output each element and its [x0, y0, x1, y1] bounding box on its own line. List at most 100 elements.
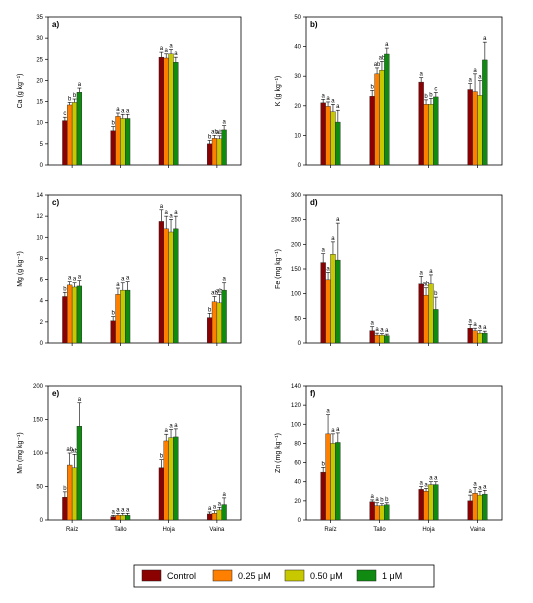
panel-label: e)	[52, 389, 59, 398]
y-tick-label: 6	[40, 278, 44, 284]
bar	[168, 231, 174, 344]
bar	[320, 262, 326, 344]
significance-letter: a	[68, 276, 72, 282]
bar	[467, 328, 473, 344]
legend-swatch	[356, 569, 377, 582]
bar	[379, 70, 385, 166]
significance-letter: a	[473, 481, 477, 487]
y-tick-label: 250	[291, 218, 302, 224]
panel-label: d)	[310, 198, 318, 207]
bar	[330, 111, 336, 166]
bar	[62, 296, 68, 344]
bar	[124, 118, 131, 166]
bar	[433, 309, 439, 344]
y-tick-label: 15	[36, 100, 43, 106]
bar	[62, 497, 68, 521]
significance-letter: b	[111, 311, 115, 317]
bar	[330, 253, 336, 344]
bar	[482, 493, 488, 521]
bar	[423, 491, 429, 521]
significance-letter: b	[424, 94, 428, 100]
y-tick-label: 30	[36, 36, 43, 42]
legend-label: 0.50 μM	[310, 571, 343, 581]
y-tick-label: 40	[294, 480, 301, 486]
significance-letter: a	[468, 78, 472, 84]
bar	[120, 118, 126, 166]
x-tick-label: Hoja	[162, 527, 175, 533]
bar	[207, 317, 213, 344]
significance-letter: ab	[211, 290, 218, 296]
y-tick-label: 100	[291, 292, 302, 298]
significance-letter: b	[111, 121, 115, 127]
bar	[433, 96, 439, 166]
x-tick-label: Hoja	[422, 527, 435, 533]
significance-letter: a	[126, 276, 130, 282]
y-tick-label: 50	[294, 316, 301, 322]
significance-letter: b	[63, 286, 67, 292]
bar	[325, 279, 331, 344]
bar	[428, 283, 434, 344]
bar	[221, 129, 227, 166]
bar	[374, 73, 380, 166]
significance-letter: b	[208, 307, 212, 313]
significance-letter: ab	[216, 130, 223, 136]
y-tick-label: 300	[291, 193, 302, 199]
bar	[335, 121, 341, 166]
significance-letter: a	[222, 120, 226, 126]
significance-letter: a	[174, 51, 178, 57]
y-tick-label: 150	[291, 267, 302, 273]
significance-letter: a	[429, 476, 433, 482]
bar	[320, 102, 326, 166]
bar	[163, 57, 169, 166]
legend: Control 0.25 μM 0.50 μM 1 μM	[133, 564, 435, 588]
bar	[384, 504, 390, 521]
bar	[325, 106, 331, 166]
bar	[384, 53, 390, 166]
significance-letter: a	[419, 481, 423, 487]
significance-letter: a	[326, 96, 330, 102]
y-tick-label: 80	[294, 441, 301, 447]
significance-letter: a	[73, 277, 77, 283]
y-tick-label: 0	[40, 341, 44, 347]
bar	[433, 484, 439, 521]
significance-letter: a	[165, 48, 169, 54]
bar	[110, 130, 116, 166]
bar	[211, 138, 218, 166]
bar	[374, 505, 380, 521]
panel-label: f)	[310, 389, 316, 398]
bar	[467, 89, 473, 166]
bar	[115, 116, 121, 166]
significance-letter: a	[385, 42, 389, 48]
significance-letter: a	[169, 424, 173, 430]
bar	[71, 467, 78, 521]
significance-letter: a	[116, 107, 120, 113]
y-tick-label: 100	[33, 451, 44, 457]
bar	[115, 294, 121, 344]
bar	[369, 96, 375, 166]
bar	[330, 443, 336, 521]
plot-frame	[47, 16, 242, 166]
y-tick-label: 150	[33, 418, 44, 424]
x-tick-label: Tallo	[373, 527, 386, 533]
significance-letter: a	[336, 104, 340, 110]
significance-letter: a	[434, 476, 438, 482]
x-tick-label: Raíz	[66, 527, 78, 533]
x-tick-label: Raíz	[324, 527, 336, 533]
y-tick-label: 200	[291, 242, 302, 248]
bar	[211, 301, 218, 344]
significance-letter: ab	[211, 129, 218, 135]
bar	[472, 91, 478, 166]
plot-frame	[305, 16, 503, 166]
bar	[482, 59, 488, 166]
significance-letter: a	[116, 282, 120, 288]
bar	[76, 92, 82, 166]
significance-letter: b	[385, 497, 389, 503]
significance-letter: a	[78, 275, 82, 281]
x-tick-label: Vaina	[470, 527, 486, 533]
significance-letter: ab	[423, 282, 430, 288]
significance-letter: ab	[216, 288, 223, 294]
y-axis-label: Fe (mg kg⁻¹)	[275, 249, 282, 289]
significance-letter: ab	[66, 447, 73, 453]
